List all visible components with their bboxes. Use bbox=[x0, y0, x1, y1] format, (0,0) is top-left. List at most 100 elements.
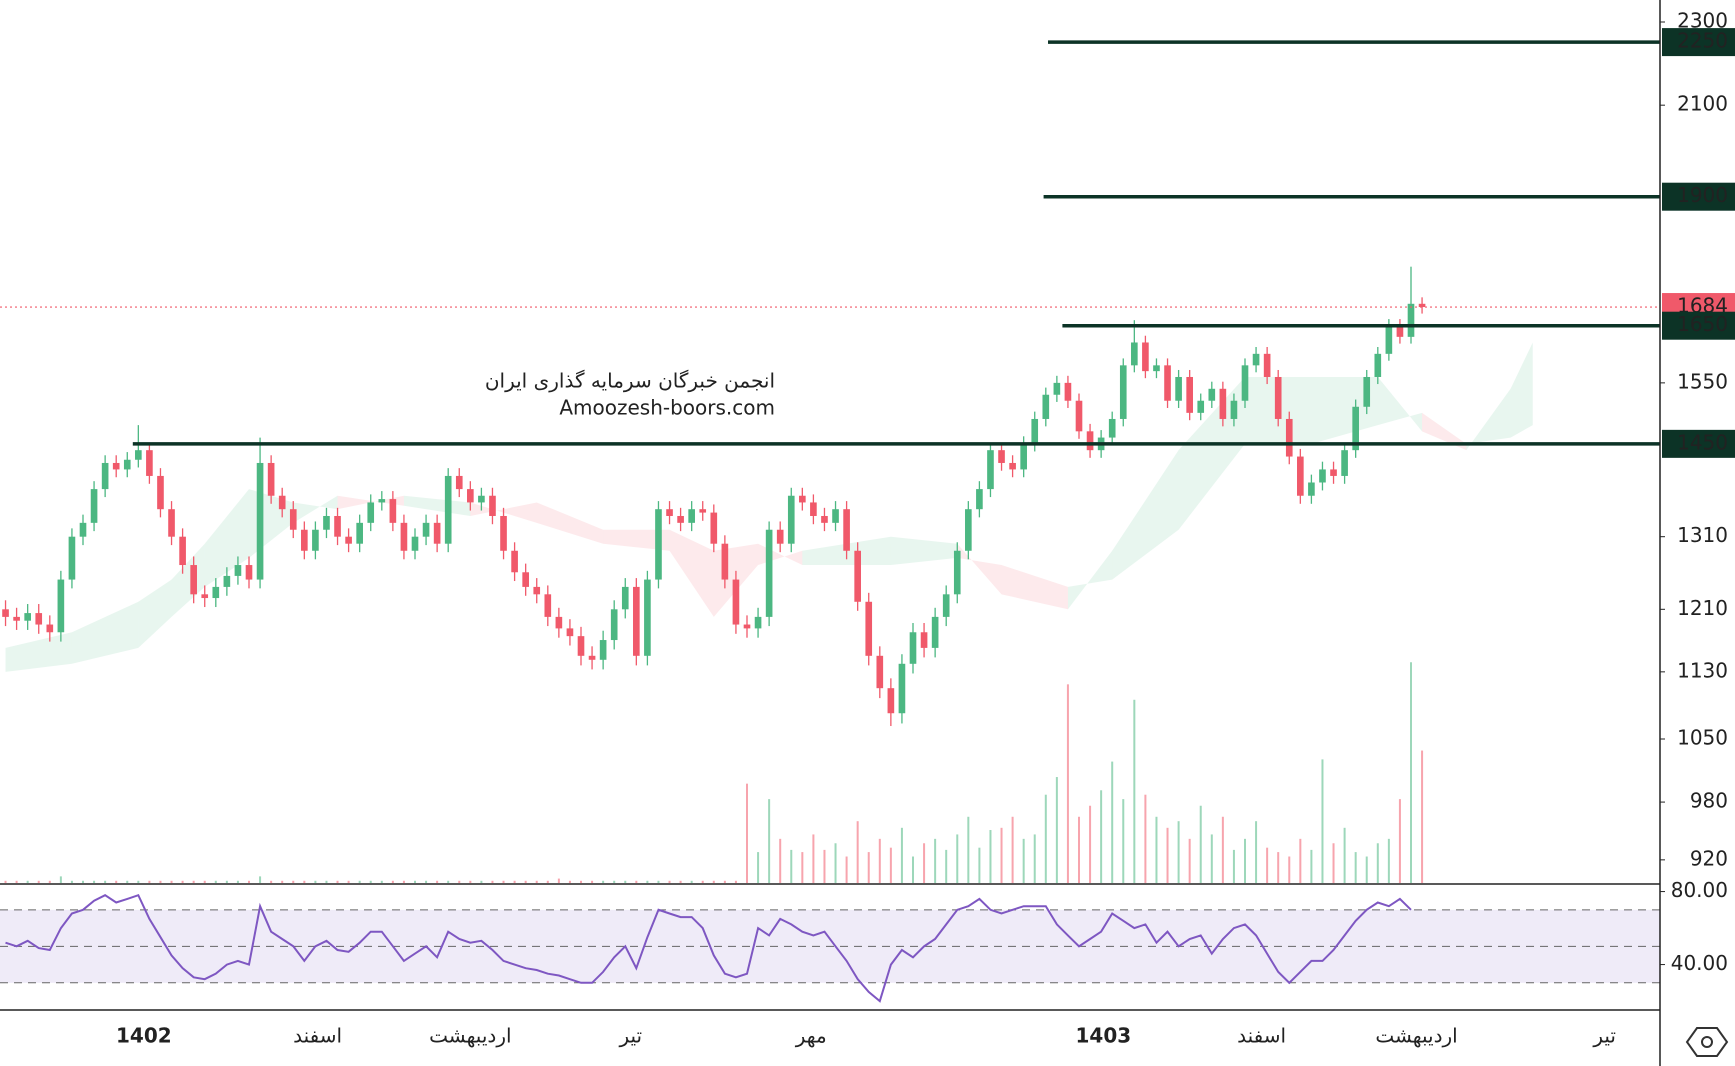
volume-bar bbox=[1144, 794, 1147, 883]
candle-body bbox=[655, 509, 662, 580]
volume-bar bbox=[712, 880, 715, 883]
candle-body bbox=[1297, 456, 1304, 496]
volume-bar bbox=[4, 880, 7, 883]
candle-body bbox=[212, 586, 220, 599]
candle-body bbox=[223, 575, 231, 587]
volume-bar bbox=[679, 880, 682, 883]
candle-body bbox=[1064, 382, 1072, 401]
rsi-tick-label: 80.00 bbox=[1671, 878, 1728, 902]
volume-bar bbox=[259, 876, 262, 883]
volume-bar bbox=[602, 880, 605, 883]
cloud-segment bbox=[5, 632, 72, 672]
candle-body bbox=[245, 565, 253, 580]
candle-body bbox=[190, 565, 197, 595]
volume-bar bbox=[1000, 827, 1003, 883]
volume-bar bbox=[557, 878, 560, 883]
cloud-segment bbox=[1422, 412, 1467, 451]
volume-bar bbox=[635, 880, 638, 883]
candle-body bbox=[942, 594, 950, 617]
watermark: Amoozesh-boors.com bbox=[559, 396, 775, 420]
candle-body bbox=[621, 586, 629, 610]
candle-body bbox=[500, 515, 507, 551]
x-tick-label: اردیبهشت bbox=[1375, 1024, 1457, 1048]
candle-body bbox=[821, 515, 828, 523]
candle-body bbox=[511, 550, 518, 573]
volume-bar bbox=[436, 880, 439, 883]
volume-bar bbox=[1299, 838, 1302, 883]
candle-body bbox=[267, 462, 275, 496]
candle-body bbox=[433, 522, 441, 544]
volume-bar bbox=[580, 880, 582, 883]
cloud-segment bbox=[957, 543, 1002, 595]
candle-body bbox=[389, 499, 397, 523]
candle-body bbox=[46, 624, 54, 633]
candle-body bbox=[832, 509, 839, 523]
volume-bar bbox=[59, 876, 62, 883]
candle-body bbox=[2, 609, 9, 617]
volume-bar bbox=[568, 880, 571, 883]
cloud-segment bbox=[1001, 565, 1068, 610]
level-label: 1900 bbox=[1677, 183, 1728, 207]
volume-bar bbox=[956, 834, 959, 883]
volume-bar bbox=[303, 880, 306, 883]
candle-body bbox=[411, 536, 419, 551]
volume-bar bbox=[1122, 799, 1125, 883]
settings-icon[interactable] bbox=[1685, 1027, 1729, 1057]
candle-body bbox=[1241, 365, 1249, 401]
candle-body bbox=[1274, 376, 1282, 419]
volume-bar bbox=[513, 880, 516, 883]
candle-body bbox=[776, 529, 784, 544]
candle-body bbox=[854, 550, 861, 602]
volume-bar bbox=[137, 880, 140, 883]
volume-bar bbox=[757, 852, 760, 883]
candle-body bbox=[367, 502, 375, 523]
x-tick-label: اردیبهشت bbox=[429, 1024, 511, 1048]
volume-bar bbox=[1321, 759, 1324, 883]
candle-body bbox=[35, 613, 43, 625]
volume-bar bbox=[1188, 838, 1191, 883]
candle-body bbox=[24, 613, 31, 621]
candle-body bbox=[400, 522, 408, 551]
volume-bar bbox=[535, 880, 538, 883]
volume-bar bbox=[48, 880, 51, 883]
volume-bar bbox=[934, 838, 937, 883]
candle-body bbox=[123, 459, 131, 470]
candle-body bbox=[688, 509, 695, 523]
volume-bar bbox=[148, 880, 151, 883]
y-tick-label: 1130 bbox=[1677, 658, 1728, 682]
volume-bar bbox=[989, 830, 992, 883]
volume-bar bbox=[790, 849, 793, 883]
candle-body bbox=[1418, 303, 1426, 308]
volume-bar bbox=[1221, 816, 1224, 883]
volume-layer bbox=[4, 662, 1424, 883]
level-label: 1650 bbox=[1677, 312, 1728, 336]
candle-body bbox=[876, 655, 884, 689]
candle-body bbox=[68, 536, 76, 580]
level-box bbox=[1662, 28, 1735, 57]
candle-body bbox=[179, 536, 186, 566]
volume-bar bbox=[15, 880, 18, 883]
candle-body bbox=[965, 509, 972, 551]
x-tick-label: اسفند bbox=[293, 1024, 342, 1048]
volume-bar bbox=[900, 827, 903, 883]
candle-body bbox=[865, 601, 873, 656]
candle-body bbox=[112, 462, 120, 470]
volume-bar bbox=[801, 852, 804, 883]
volume-bar bbox=[181, 880, 184, 883]
candle-body bbox=[887, 688, 895, 714]
volume-bar bbox=[491, 880, 494, 883]
cloud-segment bbox=[1510, 342, 1533, 438]
candle-body bbox=[157, 475, 164, 510]
watermark: انجمن خبرگان سرمایه گذاری ایران bbox=[485, 369, 775, 393]
volume-bar bbox=[26, 880, 29, 883]
volume-bar bbox=[1044, 794, 1047, 883]
volume-bar bbox=[845, 856, 848, 883]
volume-bar bbox=[1277, 852, 1280, 883]
volume-bar bbox=[281, 880, 284, 883]
rsi-tick-label: 40.00 bbox=[1671, 951, 1728, 975]
candle-body bbox=[312, 529, 319, 551]
candle-body bbox=[101, 462, 109, 490]
volume-bar bbox=[524, 880, 527, 883]
candle-body bbox=[1131, 342, 1138, 366]
candle-body bbox=[79, 522, 87, 537]
